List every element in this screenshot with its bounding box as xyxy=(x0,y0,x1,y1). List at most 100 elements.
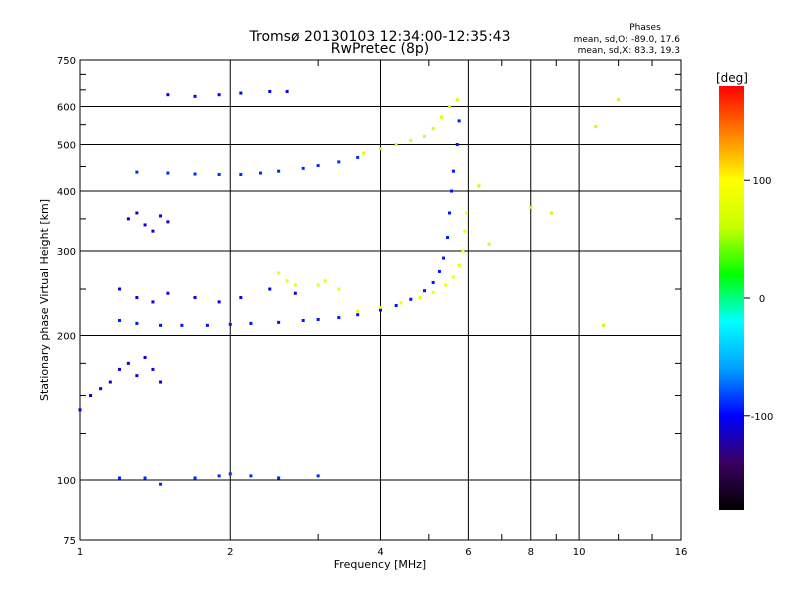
data-point xyxy=(440,115,444,119)
data-point xyxy=(89,394,93,398)
data-point xyxy=(293,283,297,287)
data-point xyxy=(249,321,253,325)
phase-colorbar: [deg] 100 0 -100 xyxy=(716,71,773,510)
data-point xyxy=(151,300,155,304)
data-point xyxy=(239,296,243,300)
data-point xyxy=(228,472,232,476)
data-point xyxy=(399,301,403,305)
data-point xyxy=(143,223,147,227)
data-point xyxy=(166,171,170,175)
data-point xyxy=(316,317,320,321)
data-point xyxy=(135,296,139,300)
stats-title: Phases xyxy=(629,23,661,33)
data-point xyxy=(285,89,289,93)
data-point xyxy=(431,290,435,294)
data-point xyxy=(143,476,147,480)
data-point xyxy=(356,309,360,313)
data-point xyxy=(159,214,163,218)
data-point xyxy=(394,303,398,307)
x-axis-label: Frequency [MHz] xyxy=(334,558,426,571)
data-point xyxy=(193,94,197,98)
data-point xyxy=(166,220,170,224)
data-point xyxy=(451,275,455,279)
data-point xyxy=(394,143,398,147)
data-point xyxy=(293,291,297,295)
data-point xyxy=(448,105,452,109)
data-point xyxy=(455,98,459,102)
data-point xyxy=(356,313,360,317)
data-point xyxy=(118,287,122,291)
data-point xyxy=(457,263,461,267)
data-point xyxy=(193,296,197,300)
y-tick-label: 300 xyxy=(57,247,76,258)
data-point xyxy=(323,279,327,283)
data-point xyxy=(143,355,147,359)
data-point xyxy=(316,164,320,168)
data-point xyxy=(180,323,184,327)
data-point xyxy=(316,283,320,287)
y-tick-label: 100 xyxy=(57,476,76,487)
data-point xyxy=(422,289,426,293)
data-point xyxy=(217,173,221,177)
data-point xyxy=(135,374,139,378)
data-point xyxy=(594,125,598,129)
data-point xyxy=(205,323,209,327)
data-point xyxy=(277,320,281,324)
colorbar-tick-label: -100 xyxy=(751,412,774,423)
data-point xyxy=(529,205,533,209)
data-point xyxy=(118,476,122,480)
data-point xyxy=(617,98,621,102)
data-point xyxy=(337,316,341,320)
colorbar-ticks: 100 0 -100 xyxy=(744,176,773,423)
data-point xyxy=(217,93,221,97)
data-point xyxy=(549,211,553,215)
data-point xyxy=(118,318,122,322)
chart-subtitle: RwPretec (8p) xyxy=(331,41,429,57)
x-tick-label: 8 xyxy=(528,547,534,558)
data-point xyxy=(259,171,263,175)
data-point xyxy=(159,482,163,486)
data-point xyxy=(285,279,289,283)
y-tick-label: 200 xyxy=(57,332,76,343)
data-point xyxy=(277,169,281,173)
data-point xyxy=(159,323,163,327)
colorbar-tick-label: 0 xyxy=(759,294,765,305)
data-point xyxy=(418,296,422,300)
stats-line-x: mean, sd,X: 83.3, 19.3 xyxy=(578,46,680,56)
data-point xyxy=(277,271,281,275)
data-point xyxy=(135,321,139,325)
y-tick-label: 400 xyxy=(57,187,76,198)
plot-area: 1 2 4 6 8 10 16 75 100 200 300 400 500 600 750 xyxy=(57,56,687,558)
data-point xyxy=(379,308,382,312)
data-point xyxy=(431,280,435,284)
data-point xyxy=(465,211,469,215)
data-point xyxy=(277,476,281,480)
x-tick-label: 10 xyxy=(573,547,586,558)
data-point xyxy=(356,155,360,159)
x-tick-label: 6 xyxy=(465,547,471,558)
data-point xyxy=(126,361,130,365)
y-tick-label: 75 xyxy=(63,536,76,547)
data-point xyxy=(477,184,481,188)
data-point xyxy=(135,170,139,174)
data-point xyxy=(301,166,305,170)
data-point xyxy=(457,119,461,123)
data-point xyxy=(448,211,452,215)
data-points xyxy=(78,89,621,486)
data-point xyxy=(193,476,197,480)
data-point xyxy=(118,367,122,371)
data-point xyxy=(337,287,341,291)
chart-title: Tromsø 20130103 12:34:00-12:35:43 xyxy=(249,29,511,45)
data-point xyxy=(217,300,221,304)
data-point xyxy=(159,380,163,384)
data-point xyxy=(446,236,450,240)
data-point xyxy=(193,172,197,176)
data-point xyxy=(362,151,366,155)
data-point xyxy=(135,211,139,215)
data-point xyxy=(151,367,155,371)
stats-line-o: mean, sd,O: -89.0, 17.6 xyxy=(574,35,681,45)
x-tick-label: 2 xyxy=(227,547,233,558)
data-point xyxy=(166,291,170,295)
data-point xyxy=(249,474,253,478)
y-tick-label: 500 xyxy=(57,141,76,152)
